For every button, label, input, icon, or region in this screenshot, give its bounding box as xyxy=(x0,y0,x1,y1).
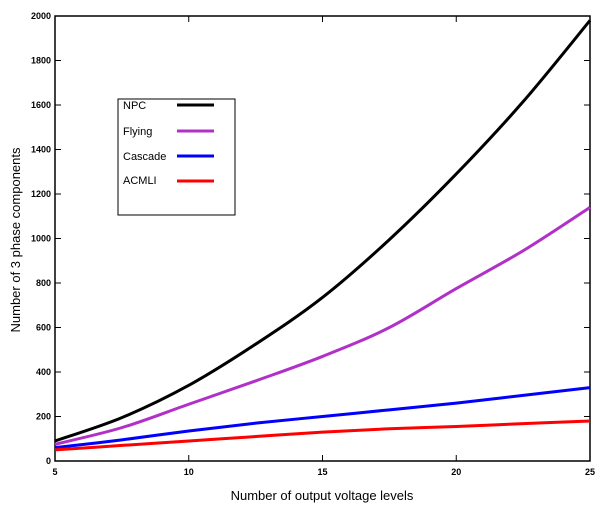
y-tick-label: 0 xyxy=(46,456,51,466)
legend-label-flying: Flying xyxy=(123,126,152,138)
y-tick-label: 2000 xyxy=(31,11,51,21)
y-tick-label: 1600 xyxy=(31,100,51,110)
x-axis-title: Number of output voltage levels xyxy=(231,488,414,503)
series-line-npc xyxy=(54,19,592,443)
x-tick-label: 25 xyxy=(585,467,595,477)
x-tick-label: 15 xyxy=(317,467,327,477)
y-tick-label: 200 xyxy=(36,412,51,422)
x-tick-label: 5 xyxy=(52,467,57,477)
y-tick-label: 600 xyxy=(36,323,51,333)
x-tick-label: 10 xyxy=(184,467,194,477)
plot-area xyxy=(54,15,591,462)
y-tick-label: 400 xyxy=(36,367,51,377)
legend-label-npc: NPC xyxy=(123,100,146,112)
series-line-acmli xyxy=(54,419,591,452)
x-tick-label: 20 xyxy=(451,467,461,477)
legend-label-acmli: ACMLI xyxy=(123,175,157,187)
series-line-flying xyxy=(54,206,591,446)
y-tick-label: 1000 xyxy=(31,234,51,244)
y-tick-label: 800 xyxy=(36,278,51,288)
x-axis: 5 10 15 20 25 xyxy=(52,16,595,477)
y-axis-title: Number of 3 phase components xyxy=(8,147,23,332)
y-tick-label: 1400 xyxy=(31,145,51,155)
legend-label-cascade: Cascade xyxy=(123,151,166,163)
legend: NPC Flying Cascade ACMLI xyxy=(117,98,236,216)
legend-box xyxy=(117,98,236,216)
series-group xyxy=(54,19,592,452)
y-axis: 0 200 400 600 800 1000 1200 1400 1600 1800 2000 xyxy=(31,11,590,466)
y-tick-label: 1800 xyxy=(31,56,51,66)
y-tick-label: 1200 xyxy=(31,189,51,199)
series-line-cascade xyxy=(54,386,591,450)
